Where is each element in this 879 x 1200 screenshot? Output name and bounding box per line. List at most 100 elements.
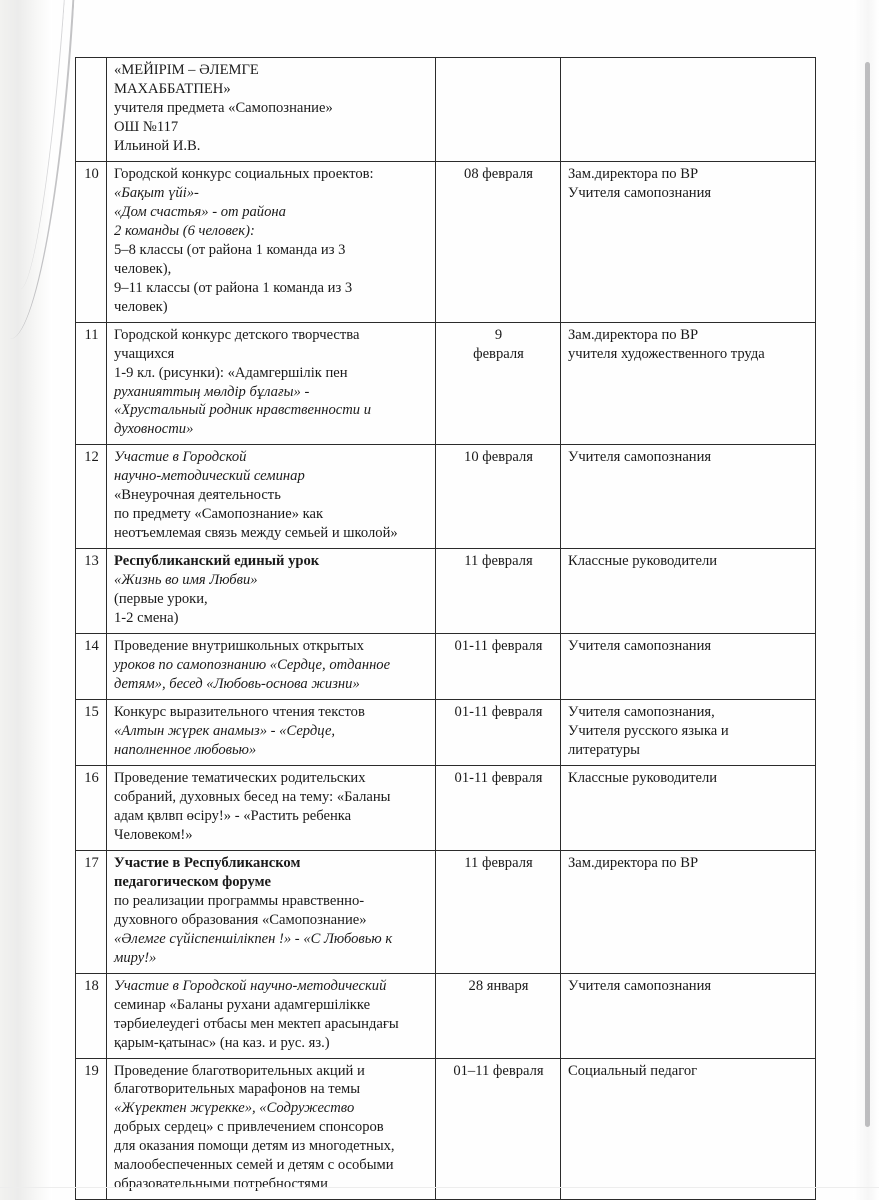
- activity-cell-line: духовного образования «Самопознание»: [114, 911, 367, 928]
- activity-cell-line: Городской конкурс детского творчества: [114, 326, 360, 343]
- responsible-cell-line: литературы: [568, 741, 640, 758]
- date-cell: 9 февраля: [435, 321, 561, 446]
- activity-cell-line: Участие в Республиканском: [114, 854, 301, 871]
- responsible-cell-line: Учителя самопознания,: [568, 704, 715, 721]
- date-cell-line: 11 февраля: [464, 553, 533, 570]
- activity-cell: Проведение тематических родительских собр…: [106, 764, 436, 851]
- activity-cell-line: Проведение тематических родительских: [114, 769, 366, 786]
- plan-table-container: «МЕЙІРІМ – ӘЛЕМГЕ МАХАББАТПЕН» учителя пре…: [75, 57, 816, 1200]
- responsible-cell-line: Учителя самопознания: [568, 184, 712, 201]
- table-row: 10 Городской конкурс социальных проектов:…: [75, 160, 816, 323]
- activity-cell-line: «Дом счастья» - от района: [114, 203, 286, 220]
- responsible-cell: Зам.директора по ВР учителя художественно…: [560, 321, 816, 446]
- date-cell: [435, 57, 561, 162]
- page-edge-shadow: [0, 0, 52, 1200]
- scan-right-margin: [853, 0, 879, 1200]
- activity-cell: «МЕЙІРІМ – ӘЛЕМГЕ МАХАББАТПЕН» учителя пре…: [106, 57, 436, 162]
- responsible-cell: Классные руководители: [560, 764, 816, 851]
- activity-cell-line: детям», бесед «Любовь-основа жизни»: [114, 676, 360, 693]
- activity-cell: Городской конкурс детского творчества уча…: [106, 321, 436, 446]
- activity-cell-line: МАХАББАТПЕН»: [114, 80, 231, 97]
- activity-cell: Участие в Городской научно-методический с…: [106, 444, 436, 550]
- table-row: 16 Проведение тематических родительских со…: [75, 764, 816, 851]
- date-cell-line: 9: [494, 326, 503, 343]
- scan-binding-bar: [865, 62, 870, 1127]
- row-number-cell: [75, 57, 107, 162]
- date-cell: 01-11 февраля: [435, 633, 561, 701]
- date-cell-line: 08 февраля: [464, 165, 533, 182]
- date-cell: 01-11 февраля: [435, 764, 561, 851]
- activity-cell: Участие в Городской научно-методический с…: [106, 972, 436, 1059]
- activity-cell-line: добрых сердец» с привлечением спонсоров: [114, 1119, 384, 1136]
- table-row: 19 Проведение благотворительных акций и бл…: [75, 1057, 816, 1200]
- table-row: 14 Проведение внутришкольных открытых урок…: [75, 633, 816, 701]
- responsible-cell-line: Учителя самопознания: [568, 638, 712, 655]
- date-cell: 08 февраля: [435, 160, 561, 323]
- row-number-cell: 17: [75, 849, 107, 974]
- responsible-cell-line: учителя художественного труда: [568, 345, 765, 362]
- activity-cell: Проведение благотворительных акций и благ…: [106, 1057, 436, 1200]
- activity-cell-line: миру!»: [114, 949, 157, 966]
- table-row: 13 Республиканский единый урок «Жизнь во и…: [75, 548, 816, 635]
- activity-cell-line: учителя предмета «Самопознание»: [114, 99, 333, 116]
- date-cell-line: 28 января: [468, 977, 529, 994]
- activity-cell-line: наполненное любовью»: [114, 741, 257, 758]
- activity-cell-line: Проведение благотворительных акций и: [114, 1062, 365, 1079]
- activity-cell-line: 9–11 классы (от района 1 команда из 3: [114, 279, 353, 296]
- activity-cell-line: 1-9 кл. (рисунки): «Адамгершілік пен: [114, 364, 348, 381]
- date-cell-line: февраля: [473, 345, 524, 362]
- activity-cell: Участие в Республиканском педагогическом …: [106, 849, 436, 974]
- table-row: 18 Участие в Городской научно-методически…: [75, 972, 816, 1059]
- activity-cell-line: малообеспеченных семей и детям с особыми: [114, 1157, 394, 1174]
- row-number-cell: 10: [75, 160, 107, 323]
- row-number-cell: 19: [75, 1057, 107, 1200]
- activity-cell-line: неотъемлемая связь между семьей и школой…: [114, 525, 398, 542]
- activity-cell-line: Человеком!»: [114, 826, 193, 843]
- activity-cell-line: человек): [114, 298, 168, 315]
- row-number-cell: 15: [75, 699, 107, 766]
- responsible-cell-line: Классные руководители: [568, 553, 718, 570]
- activity-cell-line: «Жизнь во имя Любви»: [114, 572, 258, 589]
- table-row: 15 Конкурс выразительного чтения текстов «…: [75, 699, 816, 766]
- responsible-cell-line: Учителя самопознания: [568, 449, 712, 466]
- activity-cell-line: адам қвлвп өсіру!» - «Растить ребенка: [114, 807, 352, 824]
- date-cell: 11 февраля: [435, 849, 561, 974]
- activity-cell-line: научно-методический семинар: [114, 468, 305, 485]
- table-row: 12 Участие в Городской научно-методический…: [75, 444, 816, 550]
- responsible-cell: Учителя самопознания, Учителя русского яз…: [560, 699, 816, 766]
- responsible-cell-line: Учителя русского языка и: [568, 723, 729, 739]
- activity-cell-line: семинар «Баланы рухани адамгершілікке: [114, 996, 371, 1013]
- row-number-cell: 11: [75, 321, 107, 446]
- activity-cell-line: человек),: [114, 260, 172, 277]
- activity-cell: Республиканский единый урок «Жизнь во имя…: [106, 548, 436, 635]
- responsible-cell-line: Зам.директора по ВР: [568, 326, 699, 343]
- activity-cell-line: қарым-қатынас» (на каз. и рус. яз.): [114, 1034, 330, 1051]
- date-cell-line: 01-11 февраля: [454, 769, 543, 786]
- activity-cell-line: «Бақыт үйі»-: [114, 184, 199, 201]
- activity-cell-line: 5–8 классы (от района 1 команда из 3: [114, 241, 346, 258]
- responsible-cell-line: Зам.директора по ВР: [568, 165, 699, 182]
- activity-cell: Конкурс выразительного чтения текстов «Ал…: [106, 699, 436, 766]
- table-row: «МЕЙІРІМ – ӘЛЕМГЕ МАХАББАТПЕН» учителя пре…: [75, 57, 816, 162]
- activity-cell-line: ОШ №117: [114, 118, 179, 135]
- responsible-cell-line: Социальный педагог: [568, 1062, 698, 1079]
- date-cell-line: 11 февраля: [464, 854, 533, 871]
- date-cell-line: 01-11 февраля: [454, 704, 543, 721]
- row-number-cell: 14: [75, 633, 107, 701]
- activity-cell-line: «Внеурочная деятельность: [114, 487, 281, 504]
- responsible-cell-line: Классные руководители: [568, 769, 718, 786]
- activity-cell-line: «МЕЙІРІМ – ӘЛЕМГЕ: [114, 62, 259, 78]
- responsible-cell: Учителя самопознания: [560, 972, 816, 1059]
- activity-cell-line: собраний, духовных бесед на тему: «Балан…: [114, 788, 391, 805]
- activity-cell-line: Участие в Городской научно-методический: [114, 977, 387, 994]
- responsible-cell: Учителя самопознания: [560, 444, 816, 550]
- activity-cell-line: «Жүректен жүрекке», «Содружество: [114, 1100, 355, 1117]
- activity-cell-line: 1-2 смена): [114, 610, 179, 627]
- activity-cell-line: Республиканский единый урок: [114, 553, 320, 570]
- activity-cell-line: по предмету «Самопознание» как: [114, 506, 324, 523]
- responsible-cell: Зам.директора по ВР: [560, 849, 816, 974]
- responsible-cell-line: Зам.директора по ВР: [568, 854, 699, 871]
- date-cell-line: 01-11 февраля: [454, 638, 543, 655]
- page-curl-artifact-secondary: [9, 0, 66, 291]
- table-row: 11 Городской конкурс детского творчества у…: [75, 321, 816, 446]
